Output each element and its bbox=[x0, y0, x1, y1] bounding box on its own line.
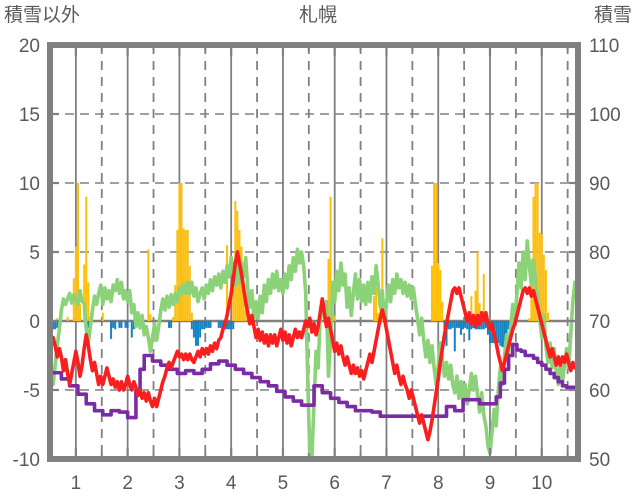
x-tick-label: 10 bbox=[531, 473, 552, 494]
left-tick-label: 0 bbox=[29, 312, 40, 333]
x-tick-label: 9 bbox=[485, 473, 496, 494]
left-axis-title: 積雪以外 bbox=[4, 5, 81, 26]
x-tick-label: 7 bbox=[381, 473, 392, 494]
chart-title: 札幌 bbox=[298, 5, 337, 26]
right-tick-label: 90 bbox=[589, 174, 610, 195]
left-tick-label: 10 bbox=[19, 174, 40, 195]
right-tick-label: 60 bbox=[589, 381, 610, 402]
x-tick-label: 2 bbox=[122, 473, 133, 494]
right-tick-label: 110 bbox=[589, 36, 619, 57]
x-tick-label: 5 bbox=[278, 473, 289, 494]
left-tick-label: 5 bbox=[29, 243, 40, 264]
x-tick-label: 6 bbox=[329, 473, 340, 494]
right-tick-label: 100 bbox=[589, 105, 621, 126]
tick-labels: -10 -5 0 5 10 15 20 50 60 70 80 90 100 110 1 2 3 4 5 6 7 8 9 10 bbox=[13, 36, 621, 494]
right-tick-label: 70 bbox=[589, 312, 610, 333]
right-axis-title: 積雪 bbox=[593, 5, 632, 26]
x-tick-label: 3 bbox=[174, 473, 185, 494]
right-tick-label: 50 bbox=[589, 450, 610, 471]
left-tick-label: 20 bbox=[19, 36, 40, 57]
left-tick-label: -5 bbox=[23, 381, 40, 402]
left-tick-label: 15 bbox=[19, 105, 40, 126]
red-line-series bbox=[51, 250, 577, 442]
left-tick-label: -10 bbox=[13, 450, 40, 471]
x-tick-label: 4 bbox=[226, 473, 237, 494]
right-tick-label: 80 bbox=[589, 243, 610, 264]
tick-marks bbox=[50, 45, 578, 459]
x-tick-label: 1 bbox=[71, 473, 82, 494]
x-tick-label: 8 bbox=[433, 473, 444, 494]
